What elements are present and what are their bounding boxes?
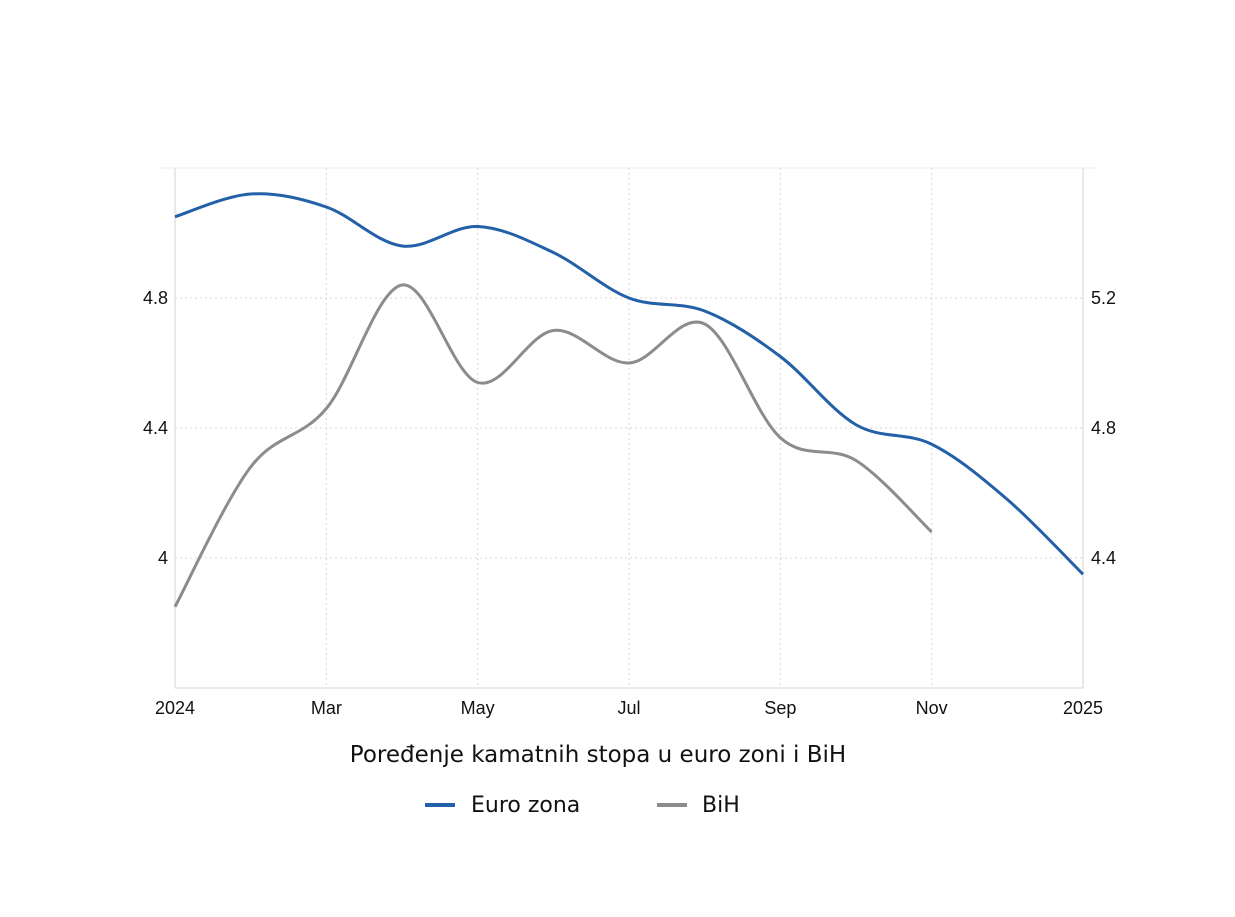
legend: Euro zona BiH: [425, 793, 740, 818]
grid: [160, 167, 1098, 689]
y-right-tick-label: 4.8: [1091, 418, 1116, 438]
legend-label-bih: BiH: [702, 793, 740, 818]
tick-labels: 2024 Mar May Jul Sep Nov 2025 4 4.4 4.8 4.4 4.8 5.2: [143, 288, 1116, 718]
series-line-euro-zona: [174, 192, 1085, 576]
y-right-tick-label: 4.4: [1091, 548, 1116, 568]
x-tick-label: 2024: [155, 698, 195, 718]
x-tick-label: May: [461, 698, 495, 718]
legend-label-euro-zona: Euro zona: [471, 793, 580, 818]
y-right-tick-label: 5.2: [1091, 288, 1116, 308]
x-tick-label: Jul: [617, 698, 640, 718]
series-line-bih: [173, 283, 933, 608]
series-lines: [173, 192, 1085, 608]
x-tick-label: Mar: [311, 698, 342, 718]
y-left-tick-label: 4.8: [143, 288, 168, 308]
chart-title: Poređenje kamatnih stopa u euro zoni i B…: [350, 742, 846, 768]
x-tick-label: Sep: [764, 698, 796, 718]
y-left-tick-label: 4: [158, 548, 168, 568]
x-tick-label: 2025: [1063, 698, 1103, 718]
y-left-tick-label: 4.4: [143, 418, 168, 438]
x-tick-label: Nov: [916, 698, 948, 718]
